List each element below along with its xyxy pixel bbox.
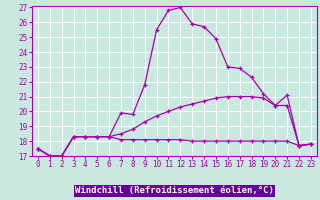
Text: Windchill (Refroidissement éolien,°C): Windchill (Refroidissement éolien,°C) xyxy=(75,186,274,196)
